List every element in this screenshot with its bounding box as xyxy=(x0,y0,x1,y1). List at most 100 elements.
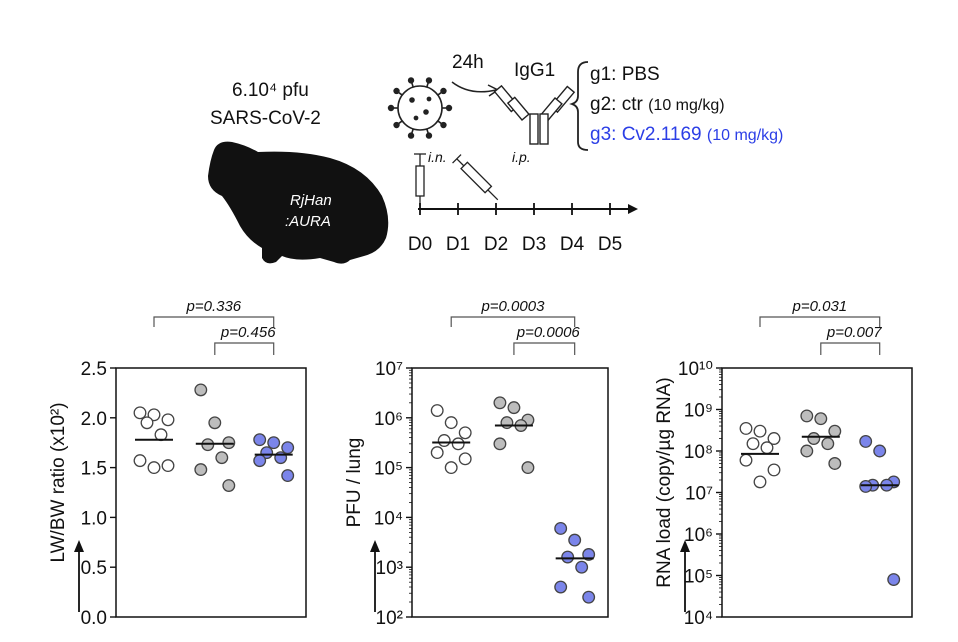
data-point-g1 xyxy=(133,406,147,420)
data-point-g1 xyxy=(161,459,175,473)
sig-bracket-2-3 xyxy=(513,342,576,355)
data-point-g3 xyxy=(281,469,295,483)
data-point-g1 xyxy=(147,461,161,475)
y-axis-label: PFU / lung xyxy=(344,438,365,528)
data-point-g3 xyxy=(887,573,901,586)
p-value-1-3: p=0.031 xyxy=(792,298,848,315)
plot-frame xyxy=(721,367,913,618)
data-point-g1 xyxy=(430,404,444,417)
virus-spike-tip xyxy=(425,77,433,84)
y-axis-label: LW/BW ratio (x10²) xyxy=(48,402,69,562)
timeline-day-label: D1 xyxy=(446,234,470,255)
virus-spike-tip xyxy=(393,121,400,129)
data-point-g3 xyxy=(859,479,873,493)
p-value-2-3: p=0.456 xyxy=(220,324,276,341)
data-point-g2 xyxy=(800,444,814,458)
data-point-g2 xyxy=(821,437,835,451)
data-point-g3 xyxy=(554,521,568,535)
route-ip-label: i.p. xyxy=(512,149,531,165)
data-point-g3 xyxy=(582,548,596,561)
y-tick-label: 10³ xyxy=(376,558,403,579)
data-point-g1 xyxy=(767,463,781,477)
data-point-g1 xyxy=(451,437,465,451)
data-point-g1 xyxy=(767,432,781,445)
y-tick-label: 2.0 xyxy=(81,409,107,430)
data-point-g3 xyxy=(873,444,887,458)
data-point-g3 xyxy=(274,451,288,465)
y-tick-label: 10⁴ xyxy=(374,508,403,529)
syringe-in-icon xyxy=(414,153,426,206)
y-tick-label: 0.0 xyxy=(81,608,107,629)
antibody-icon xyxy=(493,84,576,145)
data-point-g2 xyxy=(493,396,507,410)
data-point-g1 xyxy=(753,424,767,438)
data-point-g2 xyxy=(194,383,208,397)
virus-icon xyxy=(387,77,453,139)
route-in-label: i.n. xyxy=(428,149,447,165)
y-tick-label: 10⁷ xyxy=(375,359,403,380)
p-value-2-3: p=0.0006 xyxy=(516,324,581,341)
p-value-1-3: p=0.336 xyxy=(186,298,242,315)
data-point-g1 xyxy=(458,452,472,466)
group-1-label: g1: PBS xyxy=(590,64,660,85)
data-point-g3 xyxy=(859,434,873,448)
y-tick-label: 1.0 xyxy=(81,508,107,529)
plot-frame xyxy=(115,367,307,618)
antibody-label: IgG1 xyxy=(514,60,555,81)
sig-bracket-2-3 xyxy=(820,342,881,355)
data-point-g1 xyxy=(161,413,175,427)
schematic: 6.10⁴ pfu SARS-CoV-2 24h IgG1 g1: PBS g2… xyxy=(208,52,783,264)
chart-panel-1: 0.0 0.5 1.0 1.5 2.0 2.5 LW/BW ratio (x10²) p=0.… xyxy=(48,298,307,629)
data-point-g1 xyxy=(140,416,154,430)
y-tick-label: 10⁷ xyxy=(685,484,713,505)
y-axis-label: RNA load (copy/µg RNA) xyxy=(654,377,675,588)
y-tick-label: 10⁶ xyxy=(684,525,713,546)
sig-bracket-2-3 xyxy=(214,342,275,355)
sig-bracket-1-3 xyxy=(450,316,576,327)
data-point-g2 xyxy=(493,437,507,451)
hamster-label-2: :AURA xyxy=(285,213,331,230)
data-point-g1 xyxy=(430,446,444,460)
group-3-label: g3: Cv2.1169 (10 mg/kg) xyxy=(590,124,783,145)
data-point-g1 xyxy=(444,461,458,475)
virus-spike-tip xyxy=(407,77,415,84)
timeline-day-label: D0 xyxy=(408,234,432,255)
data-point-g1 xyxy=(458,426,472,440)
data-point-g1 xyxy=(739,421,753,435)
data-point-g1 xyxy=(437,434,451,447)
y-tick-label: 10⁵ xyxy=(684,567,713,588)
y-axis-arrow-head xyxy=(680,540,690,552)
data-point-g3 xyxy=(554,580,568,594)
plot-frame xyxy=(411,367,609,618)
data-point-g3 xyxy=(281,441,295,455)
p-value-2-3: p=0.007 xyxy=(826,324,882,341)
data-point-g1 xyxy=(760,441,774,455)
y-tick-label: 10⁸ xyxy=(684,442,713,463)
virus-spike-tip xyxy=(445,104,453,112)
data-point-g2 xyxy=(222,479,236,492)
timeline-arrow xyxy=(628,204,638,214)
dose-label: 6.10⁴ pfu xyxy=(232,80,309,101)
virus-spike-tip xyxy=(393,87,400,95)
y-tick-label: 10¹⁰ xyxy=(678,359,713,380)
virus-label: SARS-CoV-2 xyxy=(210,108,321,129)
virus-spike-tip xyxy=(387,104,395,112)
timeline-day-label: D4 xyxy=(560,234,585,255)
data-point-g1 xyxy=(739,453,753,467)
data-point-g2 xyxy=(828,457,842,470)
y-tick-label: 10⁹ xyxy=(684,401,713,422)
hamster-icon xyxy=(208,141,389,264)
y-axis-arrow-head xyxy=(74,540,84,552)
data-point-g1 xyxy=(133,454,147,468)
group-bracket xyxy=(569,61,589,151)
data-point-g3 xyxy=(253,433,267,447)
data-point-g2 xyxy=(521,461,535,475)
data-point-g3 xyxy=(267,436,281,450)
data-point-g2 xyxy=(814,412,828,426)
y-tick-label: 10⁶ xyxy=(374,409,403,430)
y-tick-label: 10⁵ xyxy=(374,459,403,480)
data-point-g2 xyxy=(800,409,814,423)
data-point-g2 xyxy=(807,432,821,445)
